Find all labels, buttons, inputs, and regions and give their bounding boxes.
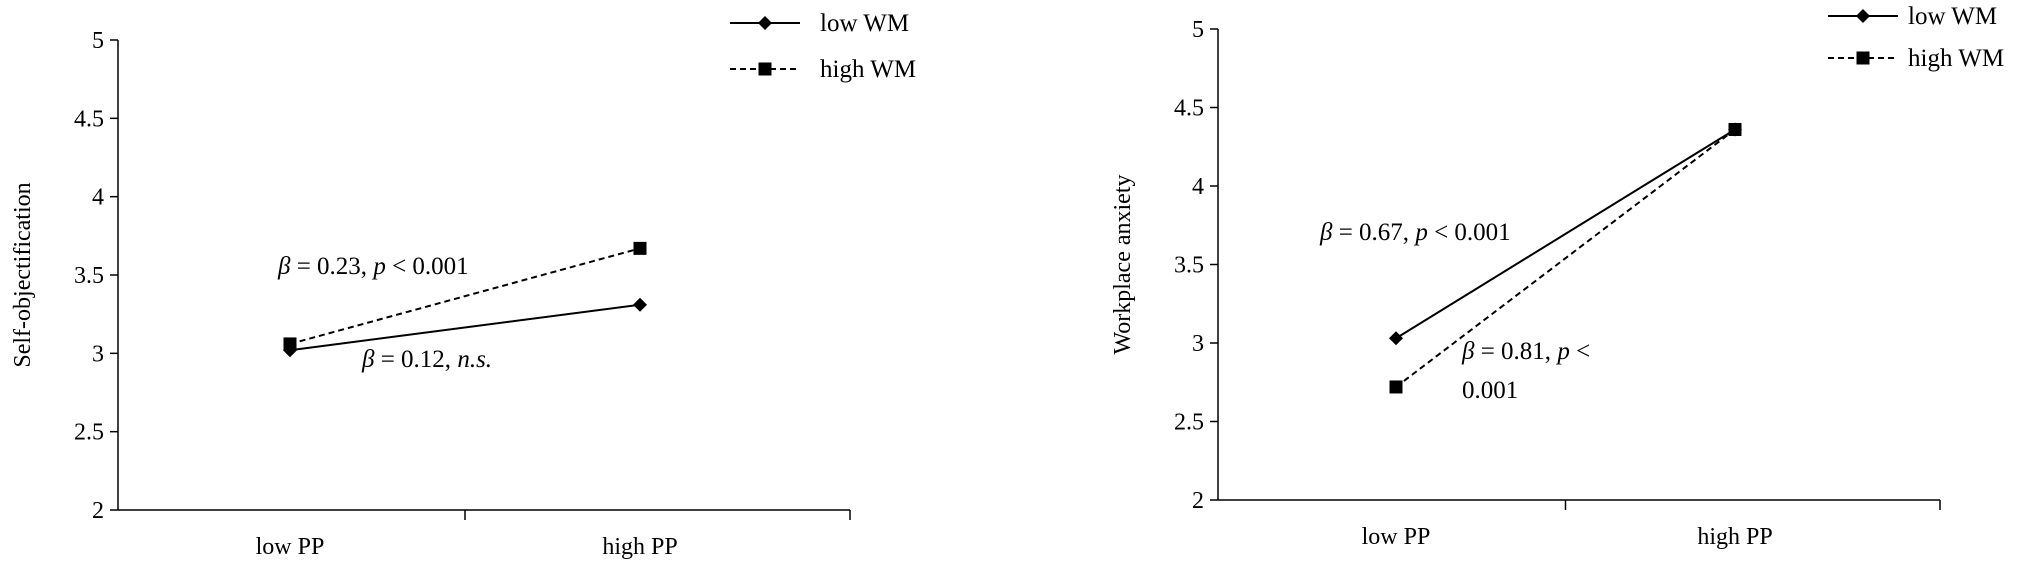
chart1-point-diamond bbox=[633, 297, 647, 312]
chart1-y-tick-label: 4.5 bbox=[74, 106, 104, 132]
chart2-legend-marker-square bbox=[1856, 51, 1870, 65]
chart2-point-diamond bbox=[1389, 331, 1403, 346]
chart1-legend-marker-diamond bbox=[758, 16, 772, 30]
chart1-annotation: β = 0.23, p < 0.001 bbox=[277, 253, 469, 280]
chart2-y-tick-label: 4.5 bbox=[1174, 96, 1204, 122]
chart2-y-tick-label: 3.5 bbox=[1174, 253, 1204, 279]
chart1-y-tick-label: 2 bbox=[92, 498, 104, 524]
chart2-annotation: β = 0.67, p < 0.001 bbox=[1319, 219, 1511, 246]
chart2-x-tick-label: low PP bbox=[1362, 524, 1431, 550]
chart2-series-line-low-wm bbox=[1395, 128, 1736, 340]
chart2-x-tick-label: high PP bbox=[1697, 524, 1772, 550]
chart1-annotation: β = 0.12, n.s. bbox=[361, 346, 492, 373]
chart1-y-tick-label: 2.5 bbox=[74, 420, 104, 446]
chart2-annotation: β = 0.81, p < bbox=[1461, 338, 1590, 365]
chart2-point-square bbox=[1728, 122, 1742, 136]
chart2-point-square bbox=[1389, 380, 1403, 394]
chart2-legend-marker-diamond bbox=[1856, 9, 1870, 23]
chart2-y-tick-label: 3 bbox=[1192, 331, 1204, 357]
chart1-y-tick-label: 5 bbox=[92, 28, 104, 54]
chart1-point-square bbox=[283, 337, 297, 351]
chart1-y-tick-label: 4 bbox=[92, 185, 104, 211]
chart1-legend-marker-square bbox=[758, 62, 772, 76]
chart1-series-line-low-wm bbox=[289, 303, 641, 352]
chart2-y-tick-label: 2.5 bbox=[1174, 410, 1204, 436]
chart1-x-tick-label: low PP bbox=[256, 534, 325, 560]
chart2-y-tick-label: 5 bbox=[1192, 17, 1204, 43]
chart2-y-tick-label: 4 bbox=[1192, 174, 1204, 200]
chart2-y-axis-title: Workplace anxiety bbox=[1110, 175, 1136, 355]
chart1-y-tick-label: 3.5 bbox=[74, 263, 104, 289]
chart1-y-axis-title: Self-objectification bbox=[10, 182, 36, 367]
chart1-point-square bbox=[633, 241, 647, 255]
chart2-legend-label: high WM bbox=[1908, 45, 2004, 72]
chart1-y-tick-label: 3 bbox=[92, 341, 104, 367]
chart1-series-line-high-wm bbox=[289, 247, 641, 345]
chart1-legend-label: low WM bbox=[820, 10, 909, 37]
chart2-annotation: 0.001 bbox=[1462, 377, 1518, 404]
chart2-legend-label: low WM bbox=[1908, 3, 1997, 30]
chart2-series-line-high-wm bbox=[1395, 128, 1736, 388]
chart1-legend-label: high WM bbox=[820, 56, 916, 83]
chart2-y-tick-label: 2 bbox=[1192, 488, 1204, 514]
chart1-x-tick-label: high PP bbox=[602, 534, 677, 560]
